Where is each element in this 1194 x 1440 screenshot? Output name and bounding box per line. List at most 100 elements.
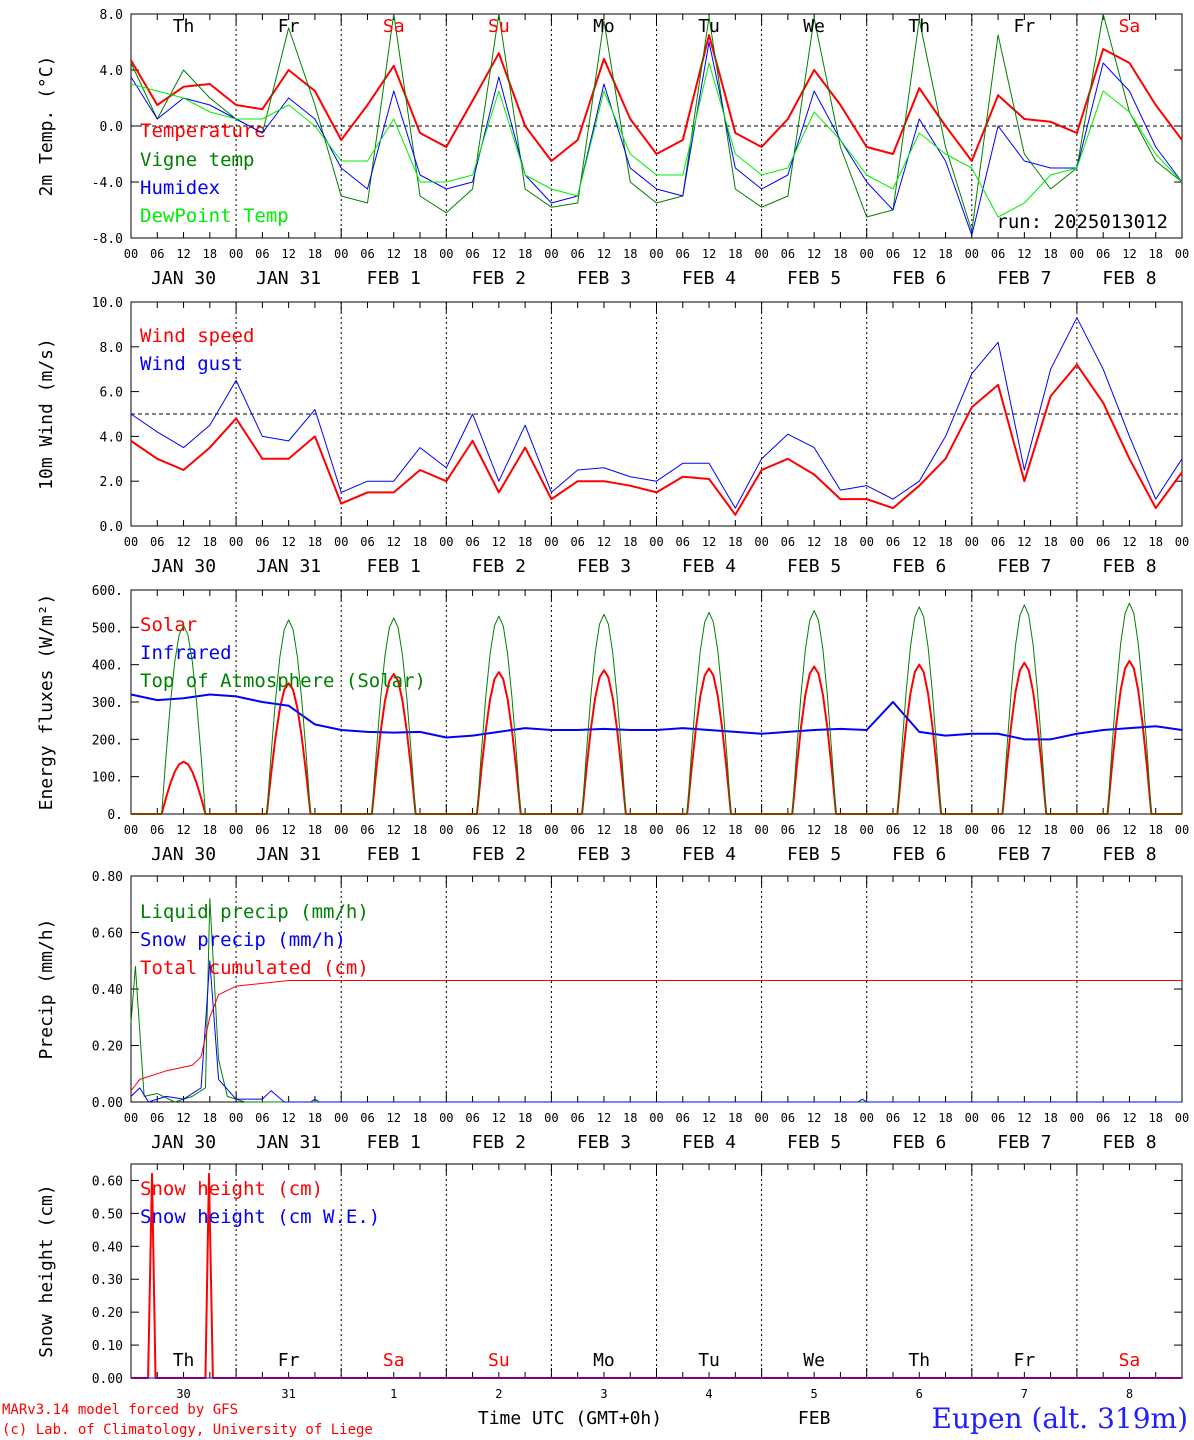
hour-label: 06 bbox=[886, 535, 900, 549]
hour-label: 00 bbox=[124, 535, 138, 549]
hour-label: 12 bbox=[281, 823, 295, 837]
series-line bbox=[130, 317, 1183, 509]
legend-entry: Liquid precip (mm/h) bbox=[140, 901, 369, 923]
hour-label: 12 bbox=[1017, 1111, 1031, 1125]
hour-label: 06 bbox=[255, 535, 269, 549]
hour-label: 06 bbox=[991, 823, 1005, 837]
hour-label: 18 bbox=[938, 247, 952, 261]
y-tick-label: 2.0 bbox=[100, 475, 123, 490]
hour-label: 12 bbox=[702, 535, 716, 549]
day-of-week-label: Fr bbox=[1014, 1350, 1036, 1371]
hour-label: 12 bbox=[1017, 247, 1031, 261]
hour-label: 12 bbox=[702, 823, 716, 837]
y-tick-label: 0.20 bbox=[92, 1306, 123, 1321]
y-axis-label: Precip (mm/h) bbox=[36, 919, 57, 1060]
series-line bbox=[130, 960, 1182, 1103]
day-of-week-label: Sa bbox=[1119, 1350, 1141, 1371]
hour-label: 12 bbox=[387, 823, 401, 837]
panel-3: 600. 500. 400. 300. 200. 100. 0. Energy fluxes … bbox=[36, 584, 1189, 865]
y-tick-label: 8.0 bbox=[100, 8, 123, 23]
hour-label: 00 bbox=[229, 247, 243, 261]
hour-label: 18 bbox=[413, 247, 427, 261]
hour-label: 18 bbox=[1043, 247, 1057, 261]
day-number-label: 5 bbox=[811, 1387, 818, 1401]
hour-label: 06 bbox=[991, 535, 1005, 549]
date-label: FEB 1 bbox=[367, 844, 421, 865]
hour-label: 18 bbox=[938, 1111, 952, 1125]
hour-label: 00 bbox=[649, 823, 663, 837]
hour-label: 18 bbox=[413, 823, 427, 837]
hour-label: 06 bbox=[781, 1111, 795, 1125]
hour-label: 00 bbox=[965, 535, 979, 549]
day-number-label: 6 bbox=[916, 1387, 923, 1401]
hour-label: 06 bbox=[570, 1111, 584, 1125]
hour-label: 06 bbox=[360, 1111, 374, 1125]
date-label: FEB 7 bbox=[997, 268, 1051, 289]
hour-label: 00 bbox=[754, 247, 768, 261]
date-label: FEB 2 bbox=[472, 1132, 526, 1153]
hour-label: 18 bbox=[1043, 823, 1057, 837]
hour-label: 00 bbox=[1070, 247, 1084, 261]
y-axis-label: Snow height (cm) bbox=[36, 1184, 57, 1357]
hour-label: 06 bbox=[150, 247, 164, 261]
y-tick-label: 10.0 bbox=[92, 296, 123, 311]
legend-entry: Solar bbox=[140, 614, 197, 636]
hour-label: 18 bbox=[203, 823, 217, 837]
date-label: FEB 8 bbox=[1102, 268, 1156, 289]
hour-label: 18 bbox=[833, 535, 847, 549]
hour-label: 18 bbox=[1148, 1111, 1162, 1125]
date-label: FEB 4 bbox=[682, 268, 736, 289]
day-number-label: 3 bbox=[600, 1387, 607, 1401]
date-label: FEB 5 bbox=[787, 556, 841, 577]
hour-label: 18 bbox=[623, 535, 637, 549]
hour-label: 00 bbox=[334, 823, 348, 837]
date-label: FEB 4 bbox=[682, 1132, 736, 1153]
hour-label: 00 bbox=[1070, 535, 1084, 549]
hour-label: 06 bbox=[781, 247, 795, 261]
day-of-week-label: Fr bbox=[278, 1350, 300, 1371]
station-label: Eupen (alt. 319m) bbox=[932, 1402, 1188, 1435]
hour-label: 12 bbox=[492, 1111, 506, 1125]
hour-label: 00 bbox=[544, 535, 558, 549]
date-label: FEB 2 bbox=[472, 556, 526, 577]
date-label: FEB 5 bbox=[787, 1132, 841, 1153]
date-label: FEB 8 bbox=[1102, 1132, 1156, 1153]
date-label: JAN 31 bbox=[256, 844, 321, 865]
panel-1: 8.0 4.0 0.0 -4.0 -8.0 2m Temp. (°C) Temperatur… bbox=[36, 8, 1189, 289]
day-of-week-label: Th bbox=[908, 1350, 930, 1371]
hour-label: 00 bbox=[1070, 823, 1084, 837]
hour-label: 06 bbox=[1096, 247, 1110, 261]
hour-label: 12 bbox=[1122, 823, 1136, 837]
legend-entry: Total cumulated (cm) bbox=[140, 957, 369, 979]
month-label: FEB bbox=[798, 1408, 831, 1429]
hour-label: 00 bbox=[965, 823, 979, 837]
hour-label: 12 bbox=[387, 247, 401, 261]
hour-label: 06 bbox=[150, 823, 164, 837]
hour-label: 12 bbox=[597, 247, 611, 261]
date-label: FEB 8 bbox=[1102, 844, 1156, 865]
y-tick-label: 300. bbox=[92, 696, 123, 711]
day-number-label: 7 bbox=[1021, 1387, 1028, 1401]
day-of-week-label: Th bbox=[173, 1350, 195, 1371]
hour-label: 18 bbox=[833, 823, 847, 837]
date-label: FEB 1 bbox=[367, 1132, 421, 1153]
hour-label: 06 bbox=[360, 535, 374, 549]
hour-label: 06 bbox=[255, 1111, 269, 1125]
y-axis-label: 10m Wind (m/s) bbox=[36, 338, 57, 490]
hour-label: 06 bbox=[676, 823, 690, 837]
legend-entry: Snow height (cm) bbox=[140, 1178, 323, 1200]
hour-label: 06 bbox=[886, 1111, 900, 1125]
panel-4: 0.80 0.60 0.40 0.20 0.00 Precip (mm/h) Liquid … bbox=[36, 870, 1189, 1153]
hour-label: 12 bbox=[702, 1111, 716, 1125]
day-of-week-label: Su bbox=[488, 1350, 510, 1371]
hour-label: 18 bbox=[623, 1111, 637, 1125]
hour-label: 00 bbox=[544, 1111, 558, 1125]
hour-label: 00 bbox=[334, 535, 348, 549]
hour-label: 00 bbox=[229, 535, 243, 549]
legend-entry: Humidex bbox=[140, 177, 220, 199]
day-of-week-label: Fr bbox=[1014, 16, 1036, 37]
hour-label: 18 bbox=[518, 247, 532, 261]
hour-label: 00 bbox=[229, 823, 243, 837]
hour-label: 06 bbox=[1096, 535, 1110, 549]
day-of-week-label: Sa bbox=[383, 16, 405, 37]
